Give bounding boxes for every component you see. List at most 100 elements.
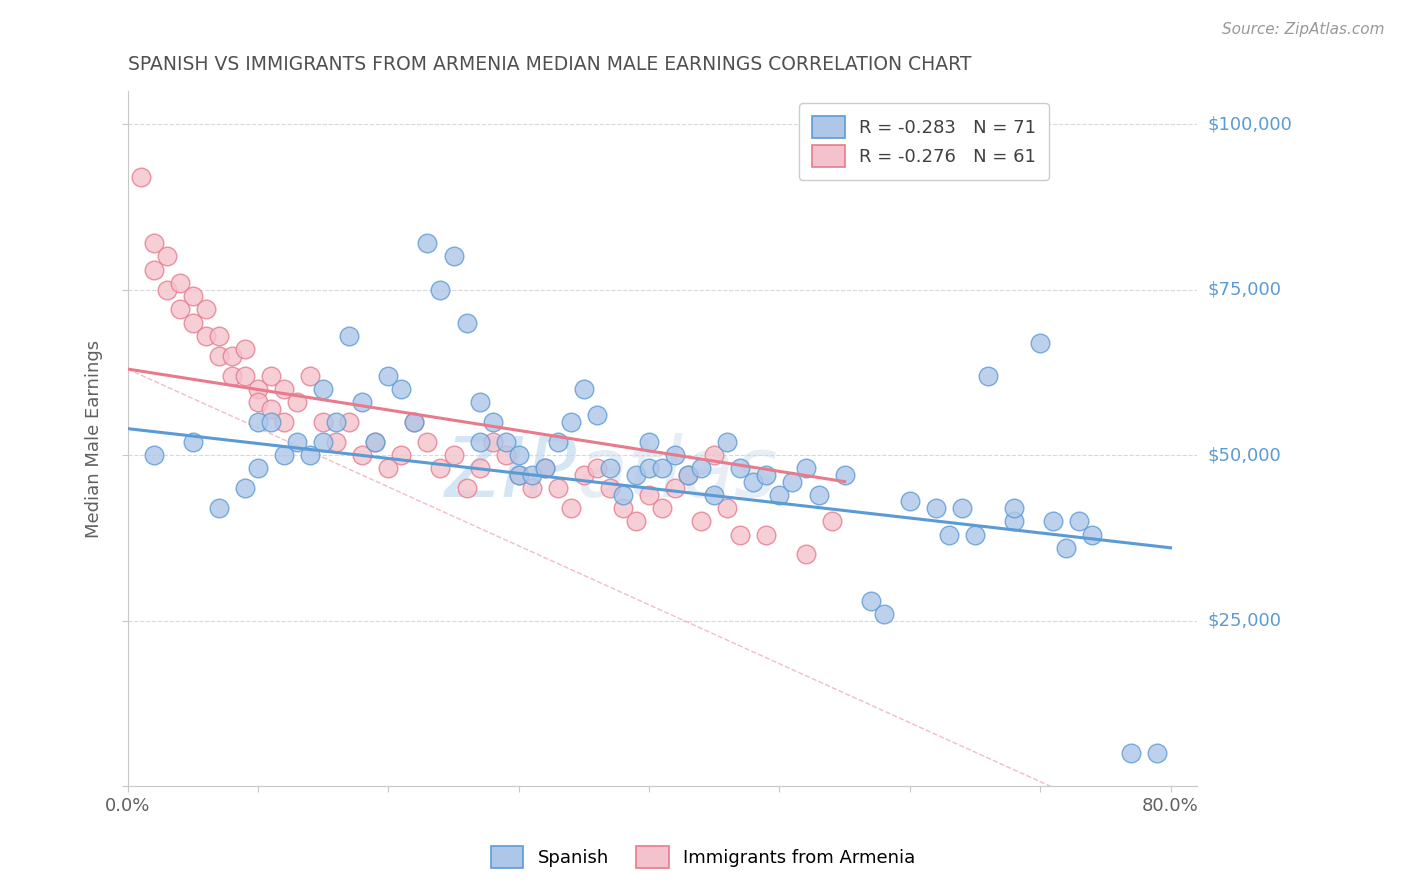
Point	[755, 527, 778, 541]
Point	[690, 461, 713, 475]
Point	[716, 501, 738, 516]
Point	[285, 395, 308, 409]
Point	[273, 448, 295, 462]
Legend: Spanish, Immigrants from Armenia: Spanish, Immigrants from Armenia	[479, 835, 927, 879]
Point	[221, 349, 243, 363]
Point	[599, 461, 621, 475]
Point	[260, 415, 283, 429]
Point	[676, 467, 699, 482]
Point	[873, 607, 896, 621]
Point	[312, 415, 335, 429]
Point	[221, 368, 243, 383]
Point	[547, 434, 569, 449]
Point	[533, 461, 555, 475]
Text: $25,000: $25,000	[1208, 612, 1282, 630]
Point	[404, 415, 426, 429]
Point	[443, 250, 465, 264]
Point	[820, 514, 842, 528]
Point	[938, 527, 960, 541]
Point	[624, 514, 647, 528]
Point	[586, 409, 609, 423]
Point	[638, 434, 661, 449]
Point	[638, 461, 661, 475]
Point	[586, 461, 609, 475]
Point	[807, 488, 830, 502]
Point	[768, 488, 790, 502]
Point	[560, 415, 582, 429]
Point	[389, 382, 412, 396]
Point	[416, 434, 439, 449]
Point	[389, 448, 412, 462]
Point	[299, 448, 322, 462]
Point	[508, 448, 530, 462]
Point	[742, 475, 765, 489]
Point	[246, 382, 269, 396]
Point	[520, 467, 543, 482]
Point	[533, 461, 555, 475]
Point	[612, 488, 634, 502]
Point	[337, 329, 360, 343]
Point	[925, 501, 948, 516]
Point	[169, 302, 191, 317]
Point	[285, 434, 308, 449]
Point	[651, 501, 673, 516]
Point	[456, 481, 478, 495]
Point	[495, 448, 517, 462]
Point	[730, 527, 752, 541]
Y-axis label: Median Male Earnings: Median Male Earnings	[86, 340, 103, 538]
Point	[181, 316, 204, 330]
Point	[246, 415, 269, 429]
Point	[794, 461, 817, 475]
Point	[246, 461, 269, 475]
Point	[443, 448, 465, 462]
Point	[142, 236, 165, 251]
Point	[572, 467, 595, 482]
Point	[624, 467, 647, 482]
Point	[547, 481, 569, 495]
Point	[352, 395, 374, 409]
Point	[1054, 541, 1077, 555]
Point	[416, 236, 439, 251]
Point	[194, 302, 217, 317]
Point	[481, 434, 503, 449]
Point	[676, 467, 699, 482]
Point	[208, 501, 231, 516]
Point	[337, 415, 360, 429]
Point	[1002, 501, 1025, 516]
Point	[312, 382, 335, 396]
Point	[181, 434, 204, 449]
Point	[260, 401, 283, 416]
Point	[468, 461, 491, 475]
Text: SPANISH VS IMMIGRANTS FROM ARMENIA MEDIAN MALE EARNINGS CORRELATION CHART: SPANISH VS IMMIGRANTS FROM ARMENIA MEDIA…	[128, 55, 972, 74]
Point	[495, 434, 517, 449]
Point	[273, 415, 295, 429]
Point	[834, 467, 856, 482]
Point	[142, 448, 165, 462]
Point	[651, 461, 673, 475]
Point	[716, 434, 738, 449]
Point	[208, 349, 231, 363]
Point	[664, 481, 686, 495]
Point	[572, 382, 595, 396]
Point	[156, 250, 179, 264]
Point	[520, 481, 543, 495]
Point	[560, 501, 582, 516]
Text: ZIP: ZIP	[444, 433, 576, 514]
Point	[181, 289, 204, 303]
Point	[208, 329, 231, 343]
Point	[364, 434, 387, 449]
Point	[730, 461, 752, 475]
Point	[456, 316, 478, 330]
Point	[468, 434, 491, 449]
Point	[352, 448, 374, 462]
Point	[1146, 746, 1168, 760]
Point	[377, 461, 399, 475]
Point	[129, 169, 152, 184]
Text: $100,000: $100,000	[1208, 115, 1292, 133]
Text: $50,000: $50,000	[1208, 446, 1281, 464]
Point	[1081, 527, 1104, 541]
Point	[755, 467, 778, 482]
Point	[1002, 514, 1025, 528]
Point	[429, 461, 451, 475]
Text: atlas: atlas	[576, 433, 778, 514]
